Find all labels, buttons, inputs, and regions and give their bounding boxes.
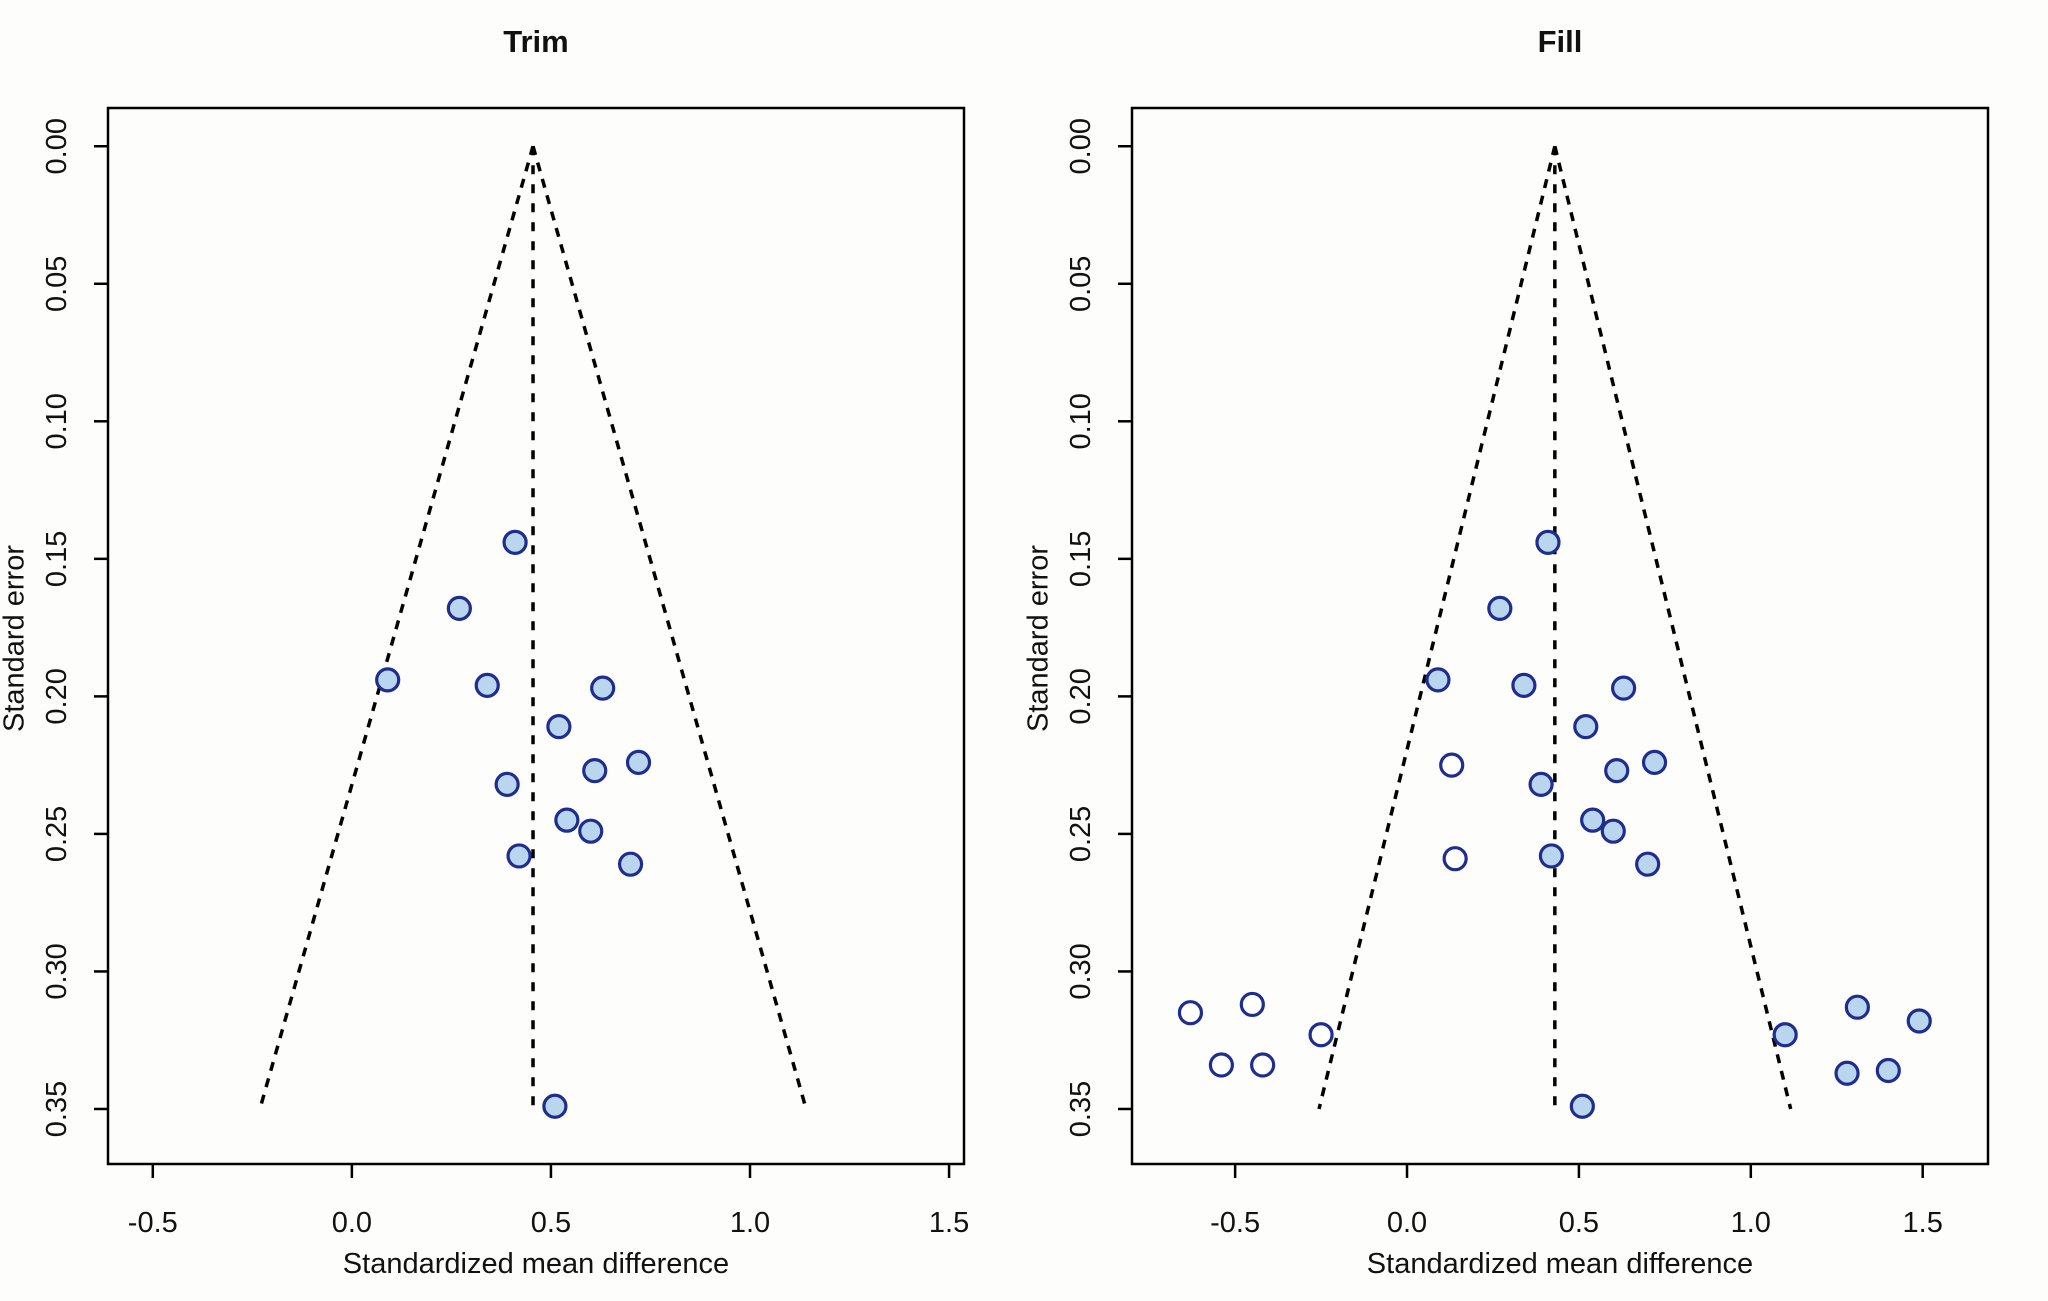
observed-study-point <box>582 758 608 784</box>
imputed-study-point <box>1442 846 1468 872</box>
y-axis-tick-label: 0.05 <box>41 256 73 312</box>
observed-study-point <box>617 851 644 877</box>
plot-box-border <box>1130 106 1990 1166</box>
observed-study-point <box>542 1093 568 1119</box>
observed-study-point <box>1538 843 1565 869</box>
y-axis-tick-label: 0.10 <box>1065 393 1097 449</box>
y-axis-tick-label: 0.20 <box>1065 668 1097 724</box>
imputed-study-point <box>1439 752 1465 778</box>
observed-study-point <box>554 807 580 833</box>
plot-box-border <box>106 106 966 1166</box>
observed-study-point <box>446 595 472 621</box>
fill-panel-title: Fill <box>1537 24 1583 59</box>
y-axis-tick-label: 0.15 <box>1065 531 1097 587</box>
observed-study-point <box>1535 529 1561 555</box>
observed-study-point <box>1487 595 1513 621</box>
trim-panel: Trim Standard error Standardized mean di… <box>0 24 969 1280</box>
observed-study-point <box>590 675 616 701</box>
funnel-right-boundary-line <box>531 145 808 1110</box>
x-axis-tick-label: 1.0 <box>1731 1207 1771 1239</box>
observed-study-point <box>1610 675 1637 701</box>
imputed-study-point <box>1208 1052 1234 1078</box>
observed-study-point <box>1641 749 1668 775</box>
y-axis-tick-label: 0.00 <box>41 118 73 174</box>
observed-study-point <box>546 714 572 740</box>
observed-study-point <box>625 749 652 775</box>
observed-study-point <box>1511 672 1537 698</box>
funnel-plot-canvas: -0.5 0.0 0.5 1.0 1.5 0.00 0.05 0.10 0.15 0.20 0.25… <box>1065 106 1990 1239</box>
y-axis-tick-label: 0.35 <box>41 1081 73 1137</box>
y-axis-tick-label: 0.25 <box>41 806 73 862</box>
x-axis-tick-label: -0.5 <box>1210 1207 1260 1239</box>
funnel-left-boundary-line <box>258 145 535 1110</box>
observed-study-point <box>1834 1060 1860 1086</box>
observed-study-point <box>474 672 500 698</box>
observed-study-point <box>506 843 532 869</box>
imputed-study-point <box>1239 991 1265 1018</box>
x-axis-tick-label: -0.5 <box>128 1207 178 1239</box>
observed-study-point <box>494 771 520 798</box>
x-axis-tick-label: 0.0 <box>332 1207 372 1239</box>
x-axis-tick-label: 0.5 <box>531 1207 571 1239</box>
x-axis-tick-label: 0.0 <box>1387 1207 1427 1239</box>
y-axis-tick-label: 0.35 <box>1065 1081 1097 1137</box>
trim-x-axis-label: Standardized mean difference <box>342 1248 730 1280</box>
funnel-plot-canvas: -0.5 0.0 0.5 1.0 1.5 0.00 0.05 0.10 0.15 0.20 0.25… <box>41 106 969 1239</box>
y-axis-tick-label: 0.30 <box>1065 943 1097 999</box>
y-axis-tick-label: 0.30 <box>41 943 73 999</box>
observed-study-point <box>1600 818 1626 844</box>
y-axis-tick-label: 0.10 <box>41 393 73 449</box>
observed-study-point <box>375 667 401 693</box>
observed-study-point <box>1569 1093 1595 1119</box>
x-axis-tick-label: 1.5 <box>1903 1207 1943 1239</box>
x-axis-tick-label: 0.5 <box>1559 1207 1599 1239</box>
observed-study-point <box>578 818 604 844</box>
y-axis-tick-label: 0.25 <box>1065 806 1097 862</box>
observed-study-point <box>502 529 528 555</box>
observed-study-point <box>1604 758 1630 784</box>
imputed-study-point <box>1177 1000 1204 1026</box>
x-axis-tick-label: 1.5 <box>929 1207 969 1239</box>
imputed-study-point <box>1250 1052 1276 1078</box>
y-axis-tick-label: 0.00 <box>1065 118 1097 174</box>
funnel-left-boundary-line <box>1317 145 1557 1110</box>
trim-panel-title: Trim <box>503 24 569 59</box>
observed-study-point <box>1580 807 1606 833</box>
observed-study-point <box>1573 714 1599 740</box>
y-axis-tick-label: 0.15 <box>41 531 73 587</box>
observed-study-point <box>1844 994 1870 1020</box>
observed-study-point <box>1528 771 1554 798</box>
x-axis-tick-label: 1.0 <box>730 1207 770 1239</box>
observed-study-point <box>1906 1008 1932 1034</box>
observed-study-point <box>1875 1057 1901 1084</box>
y-axis-tick-label: 0.05 <box>1065 256 1097 312</box>
funnel-right-boundary-line <box>1553 145 1793 1110</box>
observed-study-point <box>1425 667 1451 693</box>
fill-x-axis-label: Standardized mean difference <box>1366 1248 1754 1280</box>
observed-study-point <box>1635 851 1661 877</box>
y-axis-tick-label: 0.20 <box>41 668 73 724</box>
observed-study-point <box>1772 1022 1798 1048</box>
fill-panel: Fill Standard error Standardized mean di… <box>1023 0 2048 1301</box>
imputed-study-point <box>1308 1022 1334 1048</box>
